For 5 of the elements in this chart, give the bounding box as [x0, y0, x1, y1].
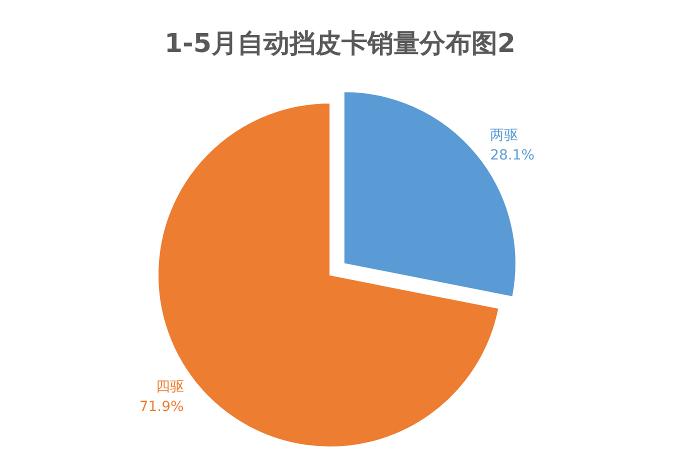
data-label: 71.9%	[139, 399, 184, 416]
slice-label: 两驱	[490, 127, 518, 144]
chart-title: 1-5月自动挡皮卡销量分布图2	[164, 29, 516, 59]
slice-label: 四驱	[156, 379, 184, 396]
data-label: 28.1%	[490, 147, 535, 164]
